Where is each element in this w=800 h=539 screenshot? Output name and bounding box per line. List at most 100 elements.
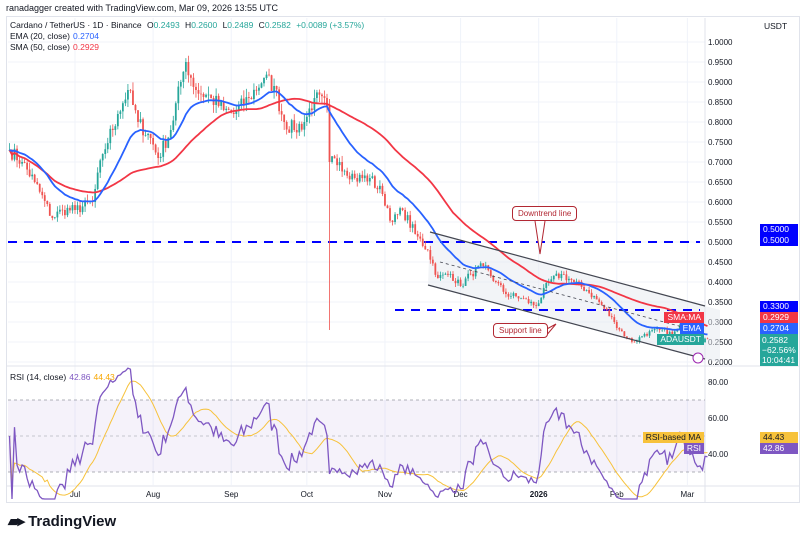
candle-body <box>636 341 638 342</box>
candle-body <box>162 140 165 157</box>
candle-body <box>379 185 381 190</box>
tradingview-logo[interactable]: ▰▸ TradingView <box>8 512 116 531</box>
candle-body <box>278 89 281 112</box>
candle-body <box>348 175 351 180</box>
candle-body <box>426 249 429 251</box>
ema-legend[interactable]: EMA (20, close) 0.2704 <box>10 31 102 41</box>
candle-body <box>270 75 273 91</box>
candle-body <box>552 275 555 280</box>
level-tag-033: 0.3300 <box>760 301 798 312</box>
candle-body <box>343 170 346 172</box>
candle-body <box>210 94 212 98</box>
candle-body <box>610 316 613 318</box>
candle-body <box>394 214 396 222</box>
candle-body <box>190 75 192 78</box>
candle-body <box>608 310 611 317</box>
candle-body <box>421 238 424 246</box>
candle-body <box>255 89 258 91</box>
candle-body <box>53 217 56 219</box>
candle-body <box>205 94 207 97</box>
candle-body <box>242 98 245 106</box>
candle-body <box>76 205 79 210</box>
candle-body <box>144 135 147 136</box>
price-tick: 0.5000 <box>708 238 733 247</box>
price-tick: 0.9500 <box>708 58 733 67</box>
candle-body <box>149 133 152 138</box>
candle-body <box>459 279 462 286</box>
candle-body <box>331 156 333 162</box>
candle-body <box>550 279 553 282</box>
candle-body <box>104 149 107 154</box>
candle-body <box>641 336 643 338</box>
candle-body <box>129 90 132 91</box>
candle-body <box>573 279 575 282</box>
candle-body <box>298 123 301 133</box>
candle-body <box>588 290 590 293</box>
price-tag-pct: −62.56% <box>762 345 796 355</box>
candle-body <box>469 273 472 275</box>
candle-body <box>502 285 505 292</box>
candle-body <box>318 92 321 95</box>
candle-body <box>507 294 510 297</box>
candle-body <box>33 174 36 182</box>
candle-body <box>290 120 293 133</box>
candle-body <box>656 328 659 330</box>
rsi-line <box>8 367 708 500</box>
candle-body <box>195 86 197 90</box>
candle-body <box>464 278 467 286</box>
candle-body <box>391 220 394 222</box>
legend-close: 0.2582 <box>264 20 291 30</box>
candle-body <box>399 208 401 215</box>
candle-body <box>452 274 454 281</box>
candle-body <box>537 303 540 306</box>
candle-body <box>260 83 263 88</box>
candle-body <box>613 317 616 322</box>
candle-body <box>336 158 338 166</box>
downtrend-annotation[interactable]: Downtrend line <box>512 206 578 221</box>
price-tag-value: 0.2582 <box>762 335 788 345</box>
candle-body <box>139 119 142 122</box>
candle-body <box>620 329 623 332</box>
candle-body <box>517 296 520 299</box>
candle-body <box>346 170 349 176</box>
candle-body <box>333 156 336 159</box>
candle-body <box>71 205 74 211</box>
price-tag: 0.2582 −62.56% 10:04:41 <box>760 334 798 366</box>
candle-body <box>58 209 61 212</box>
candle-body <box>109 128 112 144</box>
legend-change: +0.0089 (+3.57%) <box>296 20 365 30</box>
candle-body <box>603 304 606 309</box>
candle-body <box>305 116 308 122</box>
price-tick: 0.4000 <box>708 278 733 287</box>
candle-body <box>449 274 452 275</box>
candle-body <box>328 106 331 162</box>
candle-body <box>368 178 371 182</box>
candle-body <box>142 119 144 136</box>
candle-body <box>658 328 661 330</box>
candle-body <box>371 176 374 178</box>
candle-body <box>560 274 563 279</box>
candle-body <box>565 274 568 281</box>
candle-body <box>159 156 162 158</box>
candle-body <box>462 285 464 287</box>
time-tick: Feb <box>610 490 624 499</box>
candle-body <box>704 338 706 343</box>
candle-body <box>169 130 172 138</box>
candle-body <box>263 78 265 84</box>
rsi-legend[interactable]: RSI (14, close) 42.86 44.43 <box>10 372 118 382</box>
sma-legend[interactable]: SMA (50, close) 0.2929 <box>10 42 102 52</box>
price-tick: 0.6000 <box>708 198 733 207</box>
candle-body <box>356 178 359 182</box>
ema-20-line <box>9 90 708 336</box>
candle-body <box>253 89 255 99</box>
candle-body <box>36 182 39 184</box>
legend-open: 0.2493 <box>153 20 180 30</box>
candle-body <box>384 194 386 206</box>
support-annotation[interactable]: Support line <box>493 323 548 338</box>
candle-body <box>207 94 210 96</box>
price-tick: 0.6500 <box>708 178 733 187</box>
candle-body <box>46 200 49 205</box>
candle-body <box>192 77 195 87</box>
price-tick: 0.5500 <box>708 218 733 227</box>
